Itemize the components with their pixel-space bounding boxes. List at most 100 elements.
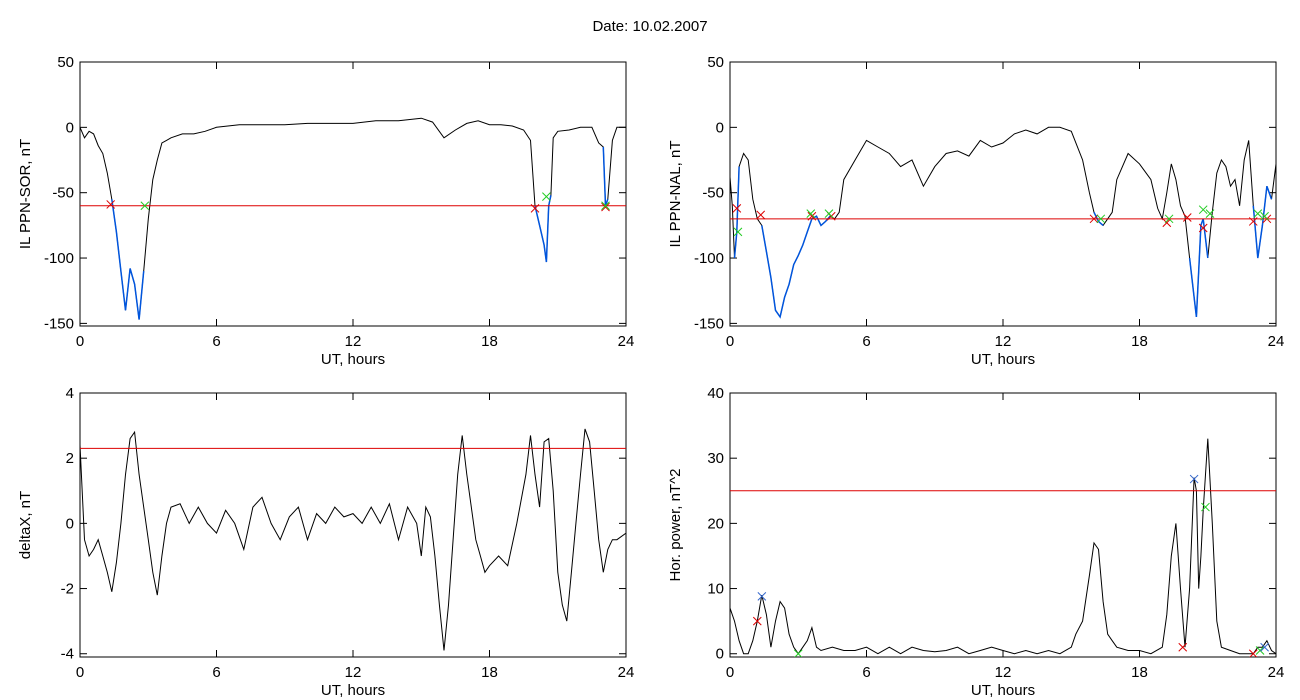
marker-end [1255, 646, 1265, 655]
y-tick-label: -50 [52, 185, 74, 202]
x-tick-label: 6 [212, 664, 220, 681]
x-tick-label: 12 [345, 664, 362, 681]
y-tick-label: -100 [694, 250, 724, 267]
y-tick-label: 0 [66, 119, 74, 136]
y-tick-label: 4 [66, 385, 74, 402]
x-tick-label: 24 [618, 333, 635, 350]
marker-end [806, 209, 816, 218]
x-tick-label: 0 [76, 664, 84, 681]
marker-end [1201, 502, 1210, 512]
panel-hor-power: 0 6 12 18 24 40 30 20 10 0 UT, hours Hor. power, nT… [667, 385, 1284, 699]
y-tick-label: -100 [44, 250, 74, 267]
x-tick-label: 24 [1268, 664, 1285, 681]
y-tick-label: -150 [44, 315, 74, 332]
panel-il-ppn-nal: 0 6 12 18 24 50 0 -50 -100 -150 UT, hours IL PPN-NA… [667, 54, 1284, 368]
event-segment [111, 199, 145, 320]
y-tick-label: 10 [707, 581, 724, 598]
panel-il-ppn-sor: 0 6 12 18 24 50 0 -50 -100 -150 UT, hours IL PPN-SO… [17, 54, 634, 368]
marker-start [1248, 649, 1258, 657]
x-tick-label: 0 [76, 333, 84, 350]
marker-start [1198, 223, 1208, 233]
y-tick-label: 20 [707, 515, 724, 532]
marker-peak [1189, 474, 1199, 484]
panel-deltax: 0 6 12 18 24 4 2 0 -2 -4 UT, hours deltaX, nT [17, 385, 634, 699]
y-tick-label: 50 [707, 54, 724, 71]
x-axis-label: UT, hours [971, 682, 1035, 699]
y-tick-label: 2 [66, 450, 74, 467]
plot-area [80, 117, 626, 320]
y-tick-label: -150 [694, 315, 724, 332]
y-tick-label: 40 [707, 385, 724, 402]
event-segment [602, 146, 609, 207]
y-axis-label: IL PPN-SOR, nT [17, 139, 34, 249]
x-tick-label: 18 [1131, 333, 1148, 350]
y-tick-label: 0 [716, 646, 724, 663]
marker-end [733, 227, 743, 237]
x-axis-label: UT, hours [321, 351, 385, 368]
event-segment [534, 195, 552, 263]
marker-peak [1260, 642, 1269, 652]
x-tick-label: 0 [726, 664, 734, 681]
x-tick-label: 24 [618, 664, 635, 681]
marker-end [140, 201, 150, 211]
series-line [730, 126, 1276, 319]
marker-start [601, 202, 610, 212]
x-tick-label: 24 [1268, 333, 1285, 350]
y-axis-label: IL PPN-NAL, nT [667, 141, 684, 248]
marker-end [1253, 209, 1263, 218]
marker-start [732, 204, 742, 213]
plot-frame [729, 61, 1277, 327]
series-line [730, 438, 1276, 655]
x-tick-label: 0 [726, 333, 734, 350]
marker-start [1178, 642, 1188, 652]
marker-end [1164, 214, 1174, 224]
marker-start [752, 616, 762, 626]
marker-peak [757, 592, 767, 601]
marker-end [793, 649, 803, 657]
series-line [80, 428, 626, 651]
x-tick-label: 12 [995, 664, 1012, 681]
plot-area [80, 428, 626, 651]
figure-title: Date: 10.02.2007 [592, 18, 708, 35]
y-tick-label: 0 [716, 119, 724, 136]
marker-start [807, 211, 817, 221]
marker-end [1096, 214, 1106, 224]
marker-end [1260, 211, 1269, 221]
marker-start [1248, 217, 1258, 226]
marker-end [1198, 205, 1208, 215]
x-tick-label: 6 [212, 333, 220, 350]
y-tick-label: 50 [57, 54, 74, 71]
marker-start [1089, 214, 1099, 224]
plot-frame [79, 392, 627, 658]
x-tick-label: 18 [481, 333, 498, 350]
y-axis-label: Hor. power, nT^2 [667, 469, 684, 582]
y-tick-label: -50 [702, 185, 724, 202]
x-axis-label: UT, hours [971, 351, 1035, 368]
x-tick-label: 6 [862, 664, 870, 681]
y-tick-label: -4 [61, 646, 74, 663]
marker-end [601, 201, 610, 211]
plot-area [730, 126, 1276, 319]
plot-frame [729, 392, 1277, 658]
event-segment [1252, 185, 1273, 259]
marker-end [824, 209, 834, 218]
marker-start [1162, 218, 1172, 228]
event-segment [1188, 218, 1209, 317]
marker-start [106, 200, 116, 209]
y-tick-label: 0 [66, 515, 74, 532]
x-tick-label: 18 [1131, 664, 1148, 681]
x-tick-label: 12 [345, 333, 362, 350]
marker-end [542, 192, 551, 201]
y-tick-label: -2 [61, 581, 74, 598]
x-tick-label: 12 [995, 333, 1012, 350]
y-axis-label: deltaX, nT [17, 491, 34, 559]
x-axis-label: UT, hours [321, 682, 385, 699]
plot-area [730, 438, 1276, 657]
marker-start [756, 210, 766, 220]
event-segment [761, 215, 831, 319]
x-tick-label: 6 [862, 333, 870, 350]
event-segment [733, 166, 740, 259]
marker-end [1205, 209, 1215, 218]
y-tick-label: 30 [707, 450, 724, 467]
